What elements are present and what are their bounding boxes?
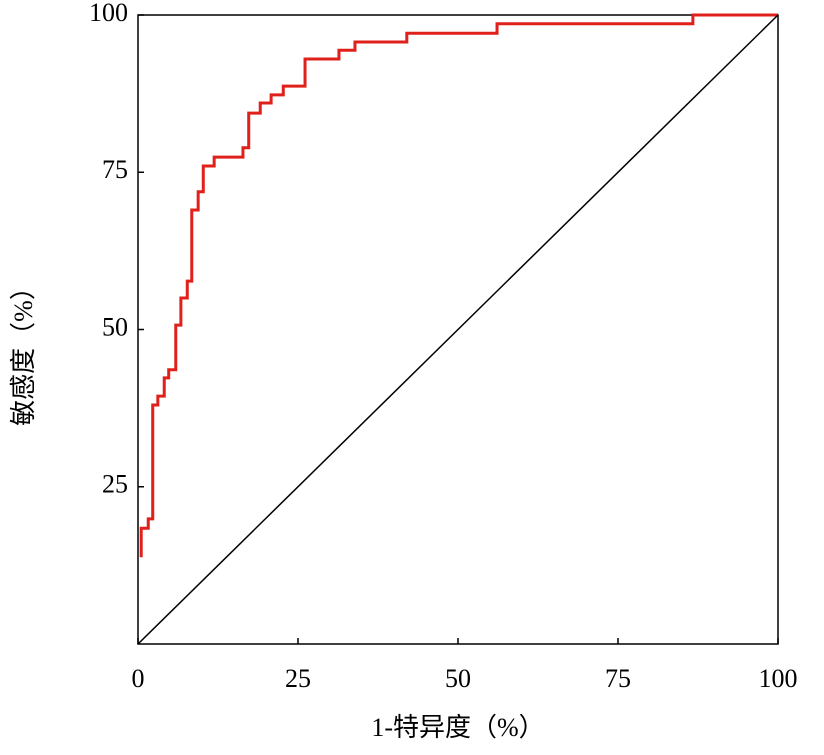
series-line [139, 13, 778, 558]
y-tick-label: 75 [102, 155, 128, 184]
y-tick-label: 25 [102, 470, 128, 499]
x-tick-label: 75 [605, 664, 631, 693]
y-tick-label: 100 [89, 0, 128, 27]
x-tick-label: 100 [759, 664, 798, 693]
x-tick-label: 0 [132, 664, 145, 693]
series-line [137, 14, 779, 645]
y-axis-label: 敏感度（%） [9, 274, 38, 426]
x-tick-label: 50 [445, 664, 471, 693]
y-tick-label: 50 [102, 312, 128, 341]
x-axis-label: 1-特异度（%） [371, 713, 544, 742]
x-tick-label: 25 [285, 664, 311, 693]
